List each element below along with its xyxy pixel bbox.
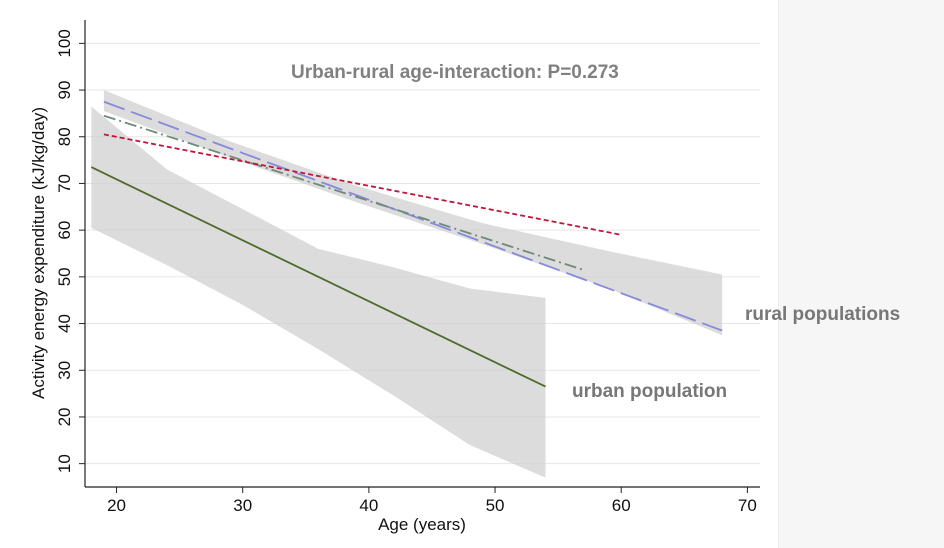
y-tick-label-80: 80 xyxy=(55,127,74,146)
y-axis-title: Activity energy expenditure (kJ/kg/day) xyxy=(29,107,48,399)
tick-layer: 10 20 30 40 50 60 70 80 90 100 20 30 40 50 60 70 xyxy=(55,29,757,515)
y-tick-label-60: 60 xyxy=(55,221,74,240)
x-tick-label-40: 40 xyxy=(359,496,378,515)
y-tick-label-10: 10 xyxy=(55,454,74,473)
x-tick-label-70: 70 xyxy=(738,496,757,515)
x-axis-title: Age (years) xyxy=(378,515,466,534)
y-tick-label-30: 30 xyxy=(55,361,74,380)
y-tick-label-100: 100 xyxy=(55,29,74,57)
y-tick-label-40: 40 xyxy=(55,314,74,333)
x-tick-label-60: 60 xyxy=(612,496,631,515)
y-tick-label-20: 20 xyxy=(55,407,74,426)
series-line-1 xyxy=(103,100,723,332)
x-tick-label-20: 20 xyxy=(107,496,126,515)
ci-band-series-0 xyxy=(91,106,546,478)
grid-layer xyxy=(85,42,760,465)
y-tick-label-70: 70 xyxy=(55,174,74,193)
chart-title: Urban-rural age-interaction: P=0.273 xyxy=(291,62,619,83)
ci-band-layer xyxy=(91,90,723,478)
axis-layer xyxy=(84,20,760,488)
rural-populations-label: rural populations xyxy=(745,304,900,325)
x-tick-label-30: 30 xyxy=(233,496,252,515)
series-layer xyxy=(90,100,723,388)
right-panel xyxy=(778,0,944,548)
series-line-0 xyxy=(90,166,546,388)
series-line-2 xyxy=(103,114,584,271)
x-tick-label-50: 50 xyxy=(486,496,505,515)
urban-population-label: urban population xyxy=(572,381,727,402)
y-tick-label-90: 90 xyxy=(55,81,74,100)
y-tick-label-50: 50 xyxy=(55,267,74,286)
